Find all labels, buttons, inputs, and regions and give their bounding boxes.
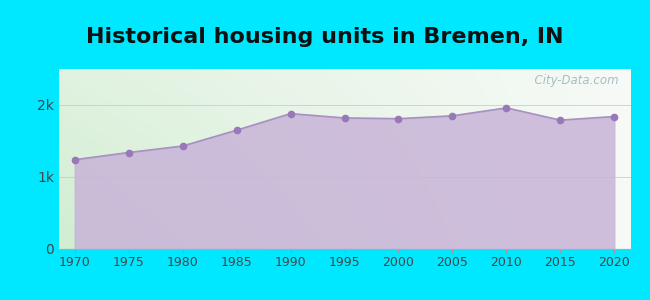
Text: City-Data.com: City-Data.com [527, 74, 619, 87]
Text: Historical housing units in Bremen, IN: Historical housing units in Bremen, IN [86, 27, 564, 47]
